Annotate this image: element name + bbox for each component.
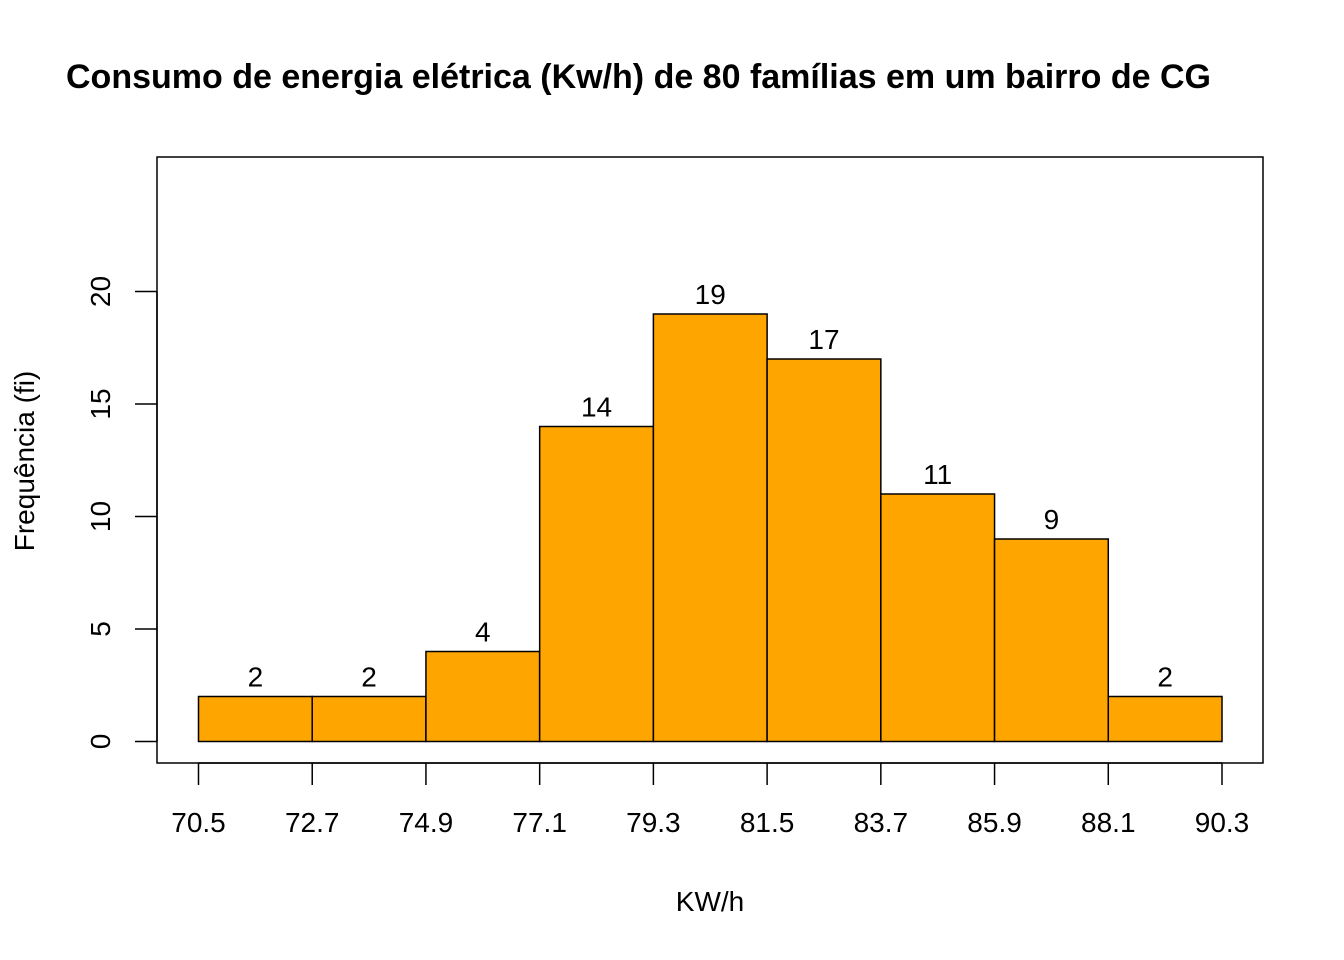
y-axis-label: Frequência (fi) (9, 371, 40, 552)
bar-count-label: 14 (581, 392, 612, 423)
histogram-bar (766, 358, 882, 743)
x-tick-label: 79.3 (626, 807, 681, 838)
x-tick-label: 72.7 (285, 807, 340, 838)
bar-count-label: 9 (1044, 504, 1060, 535)
histogram-bar (311, 695, 427, 743)
bar-count-label: 4 (475, 617, 491, 648)
bar-count-label: 17 (808, 324, 839, 355)
y-tick-label: 0 (85, 734, 116, 750)
histogram-bar (880, 493, 996, 743)
x-tick-label: 74.9 (399, 807, 454, 838)
y-tick-label: 15 (85, 388, 116, 419)
x-tick-label: 85.9 (967, 807, 1022, 838)
x-tick-label: 83.7 (854, 807, 909, 838)
histogram-bar (993, 538, 1110, 743)
x-axis-label: KW/h (676, 886, 744, 917)
histogram-bar (1107, 695, 1223, 743)
bar-count-label: 2 (361, 662, 377, 693)
x-tick-label: 81.5 (740, 807, 795, 838)
y-tick-label: 20 (85, 276, 116, 307)
chart-title: Consumo de energia elétrica (Kw/h) de 80… (66, 58, 1211, 96)
x-tick-label: 88.1 (1081, 807, 1136, 838)
bar-count-label: 19 (695, 279, 726, 310)
histogram-bar (652, 313, 768, 743)
x-tick-label: 77.1 (512, 807, 567, 838)
y-tick-label: 5 (85, 621, 116, 637)
x-tick-label: 90.3 (1195, 807, 1250, 838)
x-tick-label: 70.5 (171, 807, 226, 838)
bar-count-label: 2 (248, 662, 264, 693)
y-tick-label: 10 (85, 501, 116, 532)
histogram-bar (425, 650, 541, 743)
bar-count-label: 2 (1157, 662, 1173, 693)
histogram-bar (538, 425, 655, 743)
histogram-bar (197, 695, 313, 743)
bar-count-label: 11 (923, 459, 952, 490)
